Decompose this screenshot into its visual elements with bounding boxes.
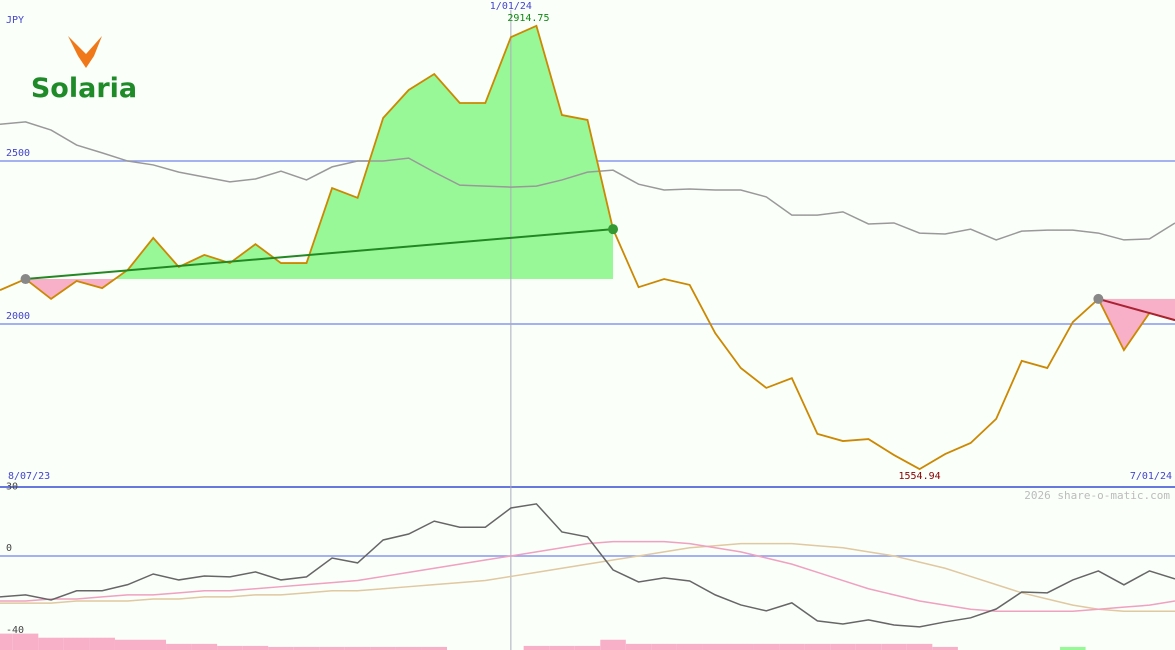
y-tick-label: 30 [6, 481, 18, 492]
indicator-bar [855, 643, 882, 650]
series-line [0, 540, 1175, 613]
x-tick-label: 7/01/24 [1130, 471, 1172, 482]
indicator-bar [1060, 646, 1086, 650]
trend-end [608, 224, 619, 235]
indicator-bar [549, 645, 575, 650]
x-tick-label: 8/07/23 [8, 471, 50, 482]
y-axis-label: JPY [6, 15, 24, 26]
indicator-bar [268, 646, 294, 650]
indicator-bar [779, 643, 805, 650]
indicator-bar [625, 643, 652, 650]
y-tick-label: 0 [6, 543, 12, 554]
indicator-bar [830, 643, 856, 650]
marker-label: 1/01/24 [490, 1, 532, 12]
indicator-bar [753, 643, 780, 650]
max-label: 2914.75 [507, 13, 549, 24]
indicator-bar [932, 646, 958, 650]
logo: Solaria [31, 36, 137, 104]
indicator-bar [727, 643, 754, 650]
indicator-bar [191, 643, 218, 650]
min-label: 1554.94 [898, 471, 940, 482]
series-line [0, 121, 1175, 241]
indicator-bar [881, 643, 907, 650]
indicator-bar [906, 643, 933, 650]
trend-line [1098, 297, 1175, 322]
indicator-bar [370, 646, 396, 650]
trend-line [25, 228, 614, 281]
indicator-bar [574, 645, 601, 650]
indicator-bar [523, 645, 550, 650]
series-line [0, 503, 1175, 628]
watermark: 2026 share-o-matic.com [1024, 489, 1170, 502]
indicator-bar [702, 643, 728, 650]
indicator-bar [421, 646, 448, 650]
indicator-bar [12, 633, 39, 650]
indicator-bar [89, 637, 115, 650]
indicator-bar [114, 639, 141, 650]
logo-text: Solaria [31, 73, 137, 104]
trend-fill [25, 25, 614, 280]
trend-start [20, 274, 31, 285]
indicator-bar [0, 633, 13, 650]
indicator-bar [319, 646, 345, 650]
y-tick-label: 2500 [6, 148, 30, 159]
trend-fill [1098, 298, 1175, 299]
series-line [0, 542, 1175, 613]
logo-icon [68, 36, 102, 68]
indicator-bar [395, 646, 422, 650]
series-line [0, 24, 1175, 471]
y-tick-label: -40 [6, 625, 24, 636]
indicator-bar [293, 646, 320, 650]
indicator-bar [242, 645, 269, 650]
indicator-bar [600, 639, 626, 650]
indicator-bar [140, 639, 167, 650]
indicator-bar [63, 637, 90, 650]
trend-fill [25, 279, 614, 299]
trend-fill [1098, 298, 1175, 351]
indicator-bar [166, 643, 192, 650]
y-tick-label: 2000 [6, 311, 30, 322]
indicator-bar [344, 646, 371, 650]
indicator-bar [38, 637, 64, 650]
indicator-bar [804, 643, 831, 650]
indicator-bar [217, 645, 243, 650]
trend-start [1093, 293, 1104, 304]
indicator-bar [676, 643, 703, 650]
indicator-bar [651, 643, 677, 650]
